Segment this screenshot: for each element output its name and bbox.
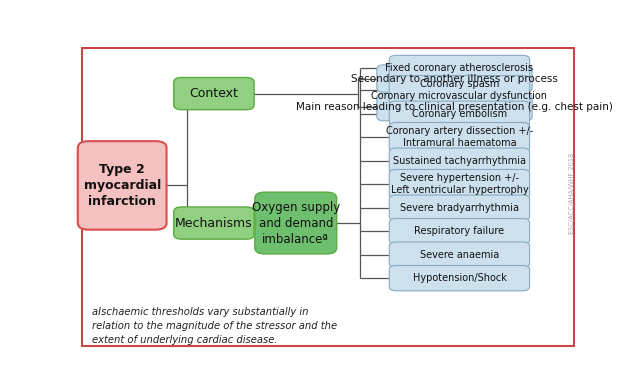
Text: Coronary artery dissection +/-
Intramural haematoma: Coronary artery dissection +/- Intramura…: [386, 126, 533, 149]
FancyBboxPatch shape: [389, 219, 530, 244]
FancyBboxPatch shape: [389, 56, 530, 81]
FancyBboxPatch shape: [173, 207, 254, 239]
Text: Hypotension/Shock: Hypotension/Shock: [413, 273, 506, 283]
Text: Severe hypertension +/-
Left ventricular hypertrophy: Severe hypertension +/- Left ventricular…: [390, 173, 528, 196]
FancyBboxPatch shape: [377, 93, 532, 121]
FancyBboxPatch shape: [389, 75, 530, 105]
FancyBboxPatch shape: [78, 141, 166, 230]
Text: Context: Context: [189, 87, 238, 100]
FancyBboxPatch shape: [83, 48, 573, 346]
Text: Mechanisms: Mechanisms: [175, 217, 253, 230]
Text: Type 2
myocardial
infarction: Type 2 myocardial infarction: [84, 163, 161, 208]
Text: Fixed coronary atherosclerosis: Fixed coronary atherosclerosis: [385, 63, 534, 73]
FancyBboxPatch shape: [389, 169, 530, 199]
FancyBboxPatch shape: [255, 192, 337, 254]
Text: aIschaemic thresholds vary substantially in
relation to the magnitude of the str: aIschaemic thresholds vary substantially…: [92, 307, 337, 345]
Text: Coronary spasm
Coronary microvascular dysfunction: Coronary spasm Coronary microvascular dy…: [371, 79, 547, 102]
Text: ESC/ACC/AHA/WHF 2018: ESC/ACC/AHA/WHF 2018: [569, 152, 575, 233]
FancyBboxPatch shape: [173, 77, 254, 110]
FancyBboxPatch shape: [389, 265, 530, 291]
FancyBboxPatch shape: [389, 101, 530, 126]
FancyBboxPatch shape: [389, 242, 530, 267]
Text: Coronary embolism: Coronary embolism: [412, 109, 507, 119]
Text: Oxygen supply
and demand
imbalanceª: Oxygen supply and demand imbalanceª: [252, 201, 340, 246]
FancyBboxPatch shape: [389, 195, 530, 221]
Text: Respiratory failure: Respiratory failure: [414, 226, 504, 236]
FancyBboxPatch shape: [389, 122, 530, 152]
Text: Main reason leading to clinical presentation (e.g. chest pain): Main reason leading to clinical presenta…: [296, 102, 613, 112]
Text: Severe bradyarrhythmia: Severe bradyarrhythmia: [400, 203, 519, 213]
Text: Secondary to another illness or process: Secondary to another illness or process: [351, 74, 558, 84]
Text: Severe anaemia: Severe anaemia: [420, 250, 499, 260]
FancyBboxPatch shape: [389, 148, 530, 173]
Text: Sustained tachyarrhythmia: Sustained tachyarrhythmia: [393, 156, 526, 166]
FancyBboxPatch shape: [377, 65, 532, 92]
